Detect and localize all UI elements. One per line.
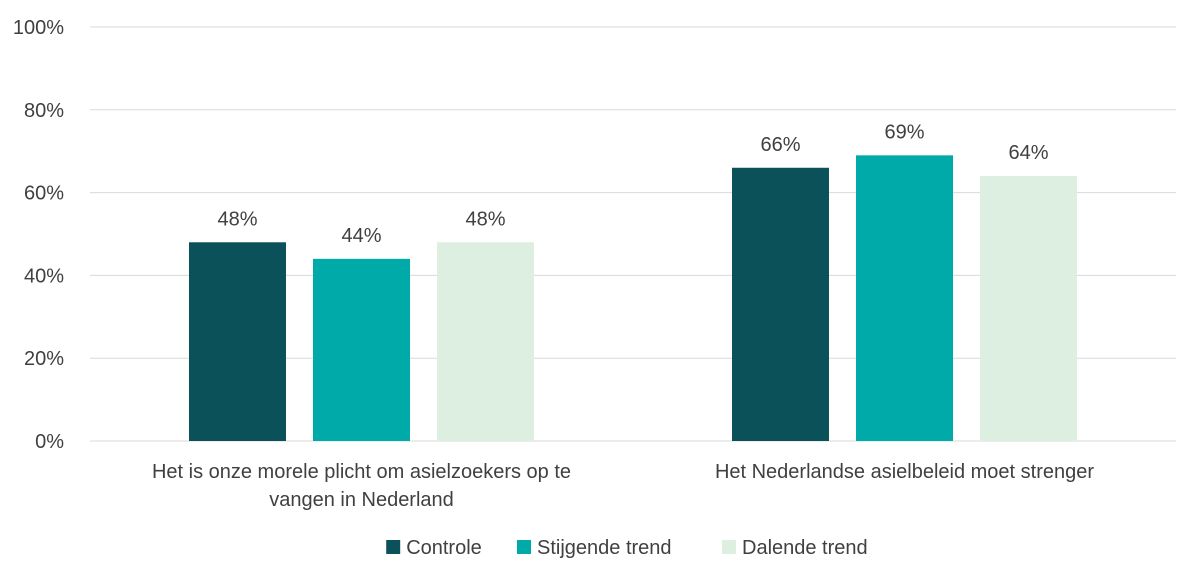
y-tick-label: 80% <box>24 100 64 122</box>
bar-value-label: 64% <box>1008 142 1048 164</box>
legend-item: Controle <box>386 537 482 559</box>
data-labels: 48% 44% 48% 66% 69% 64% <box>217 121 1048 247</box>
legend-label: Stijgende trend <box>537 537 672 559</box>
x-axis-labels: Het is onze morele plicht om asielzoeker… <box>152 461 1094 511</box>
x-category-label: Het is onze morele plicht om asielzoeker… <box>152 461 571 511</box>
legend-label: Controle <box>406 537 482 559</box>
bar-value-label: 66% <box>760 134 800 156</box>
legend: Controle Stijgende trend Dalende trend <box>386 537 868 559</box>
bar <box>437 242 534 441</box>
y-tick-label: 0% <box>35 431 64 453</box>
bar-value-label: 48% <box>465 208 505 230</box>
bar <box>732 167 829 441</box>
x-category-label: Het Nederlandse asielbeleid moet strenge… <box>715 461 1094 483</box>
legend-item: Dalende trend <box>722 537 868 559</box>
legend-swatch <box>386 540 401 554</box>
legend-swatch <box>517 540 531 554</box>
y-tick-label: 20% <box>24 348 64 370</box>
legend-label: Dalende trend <box>742 537 868 559</box>
legend-item: Stijgende trend <box>517 537 672 559</box>
bar-value-label: 69% <box>884 121 924 143</box>
bar-value-label: 48% <box>217 208 257 230</box>
bar <box>189 242 286 441</box>
bars <box>189 155 1077 442</box>
y-tick-label: 100% <box>13 17 64 39</box>
bar <box>313 258 410 441</box>
legend-swatch <box>722 540 736 554</box>
bar <box>856 155 953 441</box>
bar-value-label: 44% <box>341 225 381 247</box>
y-axis-ticks: 0% 20% 40% 60% 80% 100% <box>13 17 64 453</box>
y-tick-label: 40% <box>24 265 64 287</box>
bar <box>980 176 1077 442</box>
y-tick-label: 60% <box>24 183 64 205</box>
